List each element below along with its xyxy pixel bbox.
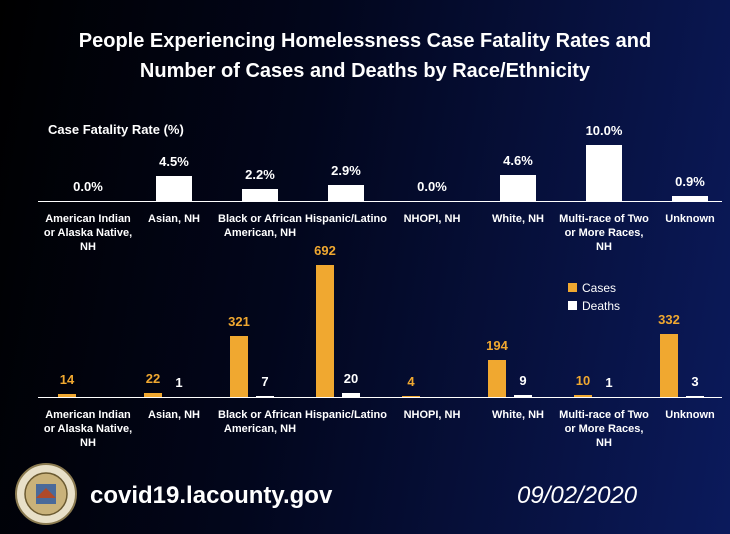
bar xyxy=(402,396,420,398)
chart-title: Case Fatality Rate (%) xyxy=(48,122,184,137)
category-label: White, NH xyxy=(492,213,544,225)
legend-swatch xyxy=(568,283,577,292)
bar xyxy=(686,396,704,398)
category-label: Black or African American, NH xyxy=(218,213,302,239)
baseline xyxy=(38,201,722,202)
legend-label: Deaths xyxy=(582,299,621,313)
value-label: 0.0% xyxy=(417,179,447,194)
county-seal xyxy=(15,463,77,525)
bar xyxy=(488,359,506,397)
title-line: People Experiencing Homelessness Case Fa… xyxy=(78,30,652,52)
value-label: 14 xyxy=(59,372,75,388)
value-label: 10.0% xyxy=(585,123,623,138)
category-label: Black or African American, NH xyxy=(218,409,302,435)
value-label: 4 xyxy=(407,374,415,390)
value-label: 194 xyxy=(486,337,508,353)
legend-label: Cases xyxy=(582,281,617,295)
category-label: Hispanic/Latino xyxy=(305,213,387,225)
bar xyxy=(316,265,334,397)
bar xyxy=(242,188,278,201)
bar xyxy=(156,175,192,201)
value-label: 3 xyxy=(691,374,699,390)
category-label: White, NH xyxy=(492,409,544,421)
bar xyxy=(514,395,532,397)
value-label: 692 xyxy=(314,243,336,258)
value-label: 321 xyxy=(228,313,250,329)
bar xyxy=(600,396,618,398)
category-label: NHOPI, NH xyxy=(403,213,461,225)
bar xyxy=(672,195,708,201)
value-label: 332 xyxy=(658,311,680,327)
value-label: 0.9% xyxy=(675,173,705,189)
category-label: American Indian or Alaska Native, NH xyxy=(43,409,133,449)
value-label: 10 xyxy=(575,373,591,389)
footer-url: covid19.lacounty.gov xyxy=(90,482,333,509)
value-label: 7 xyxy=(261,373,269,389)
footer-date: 09/02/2020 xyxy=(517,482,638,509)
bar xyxy=(256,395,274,397)
bar xyxy=(500,175,536,201)
category-label: Asian, NH xyxy=(148,409,200,421)
bar xyxy=(342,393,360,397)
value-label: 9 xyxy=(519,373,527,389)
category-label: NHOPI, NH xyxy=(403,409,461,421)
value-label: 4.5% xyxy=(159,153,189,169)
value-label: 2.2% xyxy=(245,166,275,182)
value-label: 1 xyxy=(175,374,183,390)
legend-swatch xyxy=(568,301,577,310)
category-label: Unknown xyxy=(665,409,715,421)
slide-title: People Experiencing Homelessness Case Fa… xyxy=(0,26,730,86)
baseline xyxy=(38,397,722,398)
category-label: Hispanic/Latino xyxy=(305,409,387,421)
bar xyxy=(58,394,76,397)
category-label: Multi-race of Two or More Races, NH xyxy=(559,409,649,449)
value-label: 0.0% xyxy=(73,179,103,194)
value-label: 4.6% xyxy=(503,153,533,169)
value-label: 22 xyxy=(145,370,161,386)
value-label: 1 xyxy=(605,374,613,390)
bar xyxy=(230,335,248,397)
bar xyxy=(574,395,592,397)
category-label: Unknown xyxy=(665,213,715,225)
bar xyxy=(144,392,162,397)
value-label: 20 xyxy=(343,371,359,387)
bar xyxy=(660,333,678,397)
bar xyxy=(328,184,364,201)
value-label: 2.9% xyxy=(331,162,361,178)
category-label: Asian, NH xyxy=(148,213,200,225)
category-label: American Indian or Alaska Native, NH xyxy=(43,213,133,253)
bar xyxy=(170,396,188,398)
category-label: Multi-race of Two or More Races, NH xyxy=(559,213,649,253)
title-line: Number of Cases and Deaths by Race/Ethni… xyxy=(139,60,591,82)
bar xyxy=(586,145,622,201)
